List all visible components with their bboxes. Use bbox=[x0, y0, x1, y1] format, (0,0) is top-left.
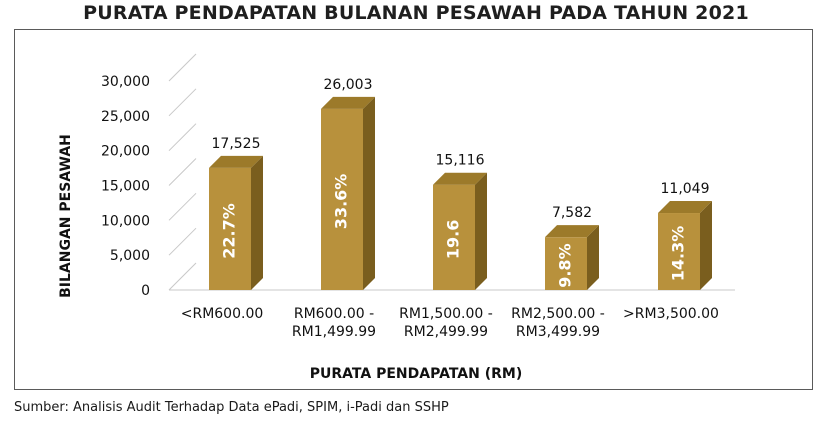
y-tick-label: 10,000 bbox=[101, 213, 150, 229]
x-tick-label: RM1,500.00 - bbox=[399, 306, 493, 322]
bar bbox=[209, 167, 251, 290]
gridline-3 bbox=[168, 158, 197, 186]
bar bbox=[545, 237, 587, 290]
y-tick-label: 30,000 bbox=[101, 74, 150, 90]
bar-percent-label: 9.8% bbox=[556, 243, 575, 287]
source-note: Sumber: Analisis Audit Terhadap Data ePa… bbox=[14, 400, 449, 415]
bar bbox=[321, 108, 363, 290]
bar-value-label: 15,116 bbox=[436, 153, 485, 169]
x-tick-label: RM2,499.99 bbox=[404, 324, 488, 340]
bar-top bbox=[433, 172, 487, 185]
bar-side bbox=[251, 155, 263, 290]
gridline-0 bbox=[168, 262, 197, 291]
bar bbox=[433, 184, 475, 290]
bar-side bbox=[363, 96, 375, 290]
bar-top bbox=[209, 155, 263, 168]
bar-value-label: 17,525 bbox=[212, 136, 261, 152]
y-tick-label: 5,000 bbox=[110, 248, 150, 264]
y-axis-title: BILANGAN PESAWAH bbox=[58, 134, 74, 298]
bar-value-label: 26,003 bbox=[324, 77, 373, 93]
bar-top bbox=[321, 96, 375, 109]
x-tick-label: >RM3,500.00 bbox=[623, 306, 719, 322]
y-tick-label: 25,000 bbox=[101, 109, 150, 125]
x-tick-label: RM3,499.99 bbox=[516, 324, 600, 340]
x-tick-label: RM600.00 - bbox=[294, 306, 374, 322]
chart-title: PURATA PENDAPATAN BULANAN PESAWAH PADA T… bbox=[83, 2, 749, 24]
x-tick-label: <RM600.00 bbox=[181, 306, 264, 322]
bar-top bbox=[545, 225, 599, 238]
bar-percent-label: 22.7% bbox=[220, 203, 239, 259]
bar-top bbox=[658, 201, 712, 214]
gridline-2 bbox=[168, 192, 197, 221]
bar-percent-label: 33.6% bbox=[332, 174, 351, 230]
y-tick-label: 15,000 bbox=[101, 179, 150, 195]
bar-value-label: 11,049 bbox=[661, 181, 710, 197]
bar-value-label: 7,582 bbox=[552, 205, 592, 221]
x-tick-label: RM2,500.00 - bbox=[511, 306, 605, 322]
gridline-5 bbox=[168, 88, 197, 117]
gridline-1 bbox=[168, 227, 197, 256]
y-tick-label: 0 bbox=[141, 283, 150, 299]
gridline-6 bbox=[168, 53, 197, 82]
chart-frame bbox=[14, 29, 813, 390]
x-tick-label: RM1,499.99 bbox=[292, 324, 376, 340]
bar-percent-label: 19.6 bbox=[444, 220, 463, 259]
y-tick-label: 20,000 bbox=[101, 144, 150, 160]
bar bbox=[658, 213, 700, 290]
x-axis-title: PURATA PENDAPATAN (RM) bbox=[310, 366, 522, 382]
bar-side bbox=[475, 172, 487, 290]
bar-side bbox=[587, 225, 599, 290]
bar-percent-label: 14.3% bbox=[669, 226, 688, 282]
bar-side bbox=[700, 201, 712, 290]
gridline-4 bbox=[168, 123, 197, 152]
